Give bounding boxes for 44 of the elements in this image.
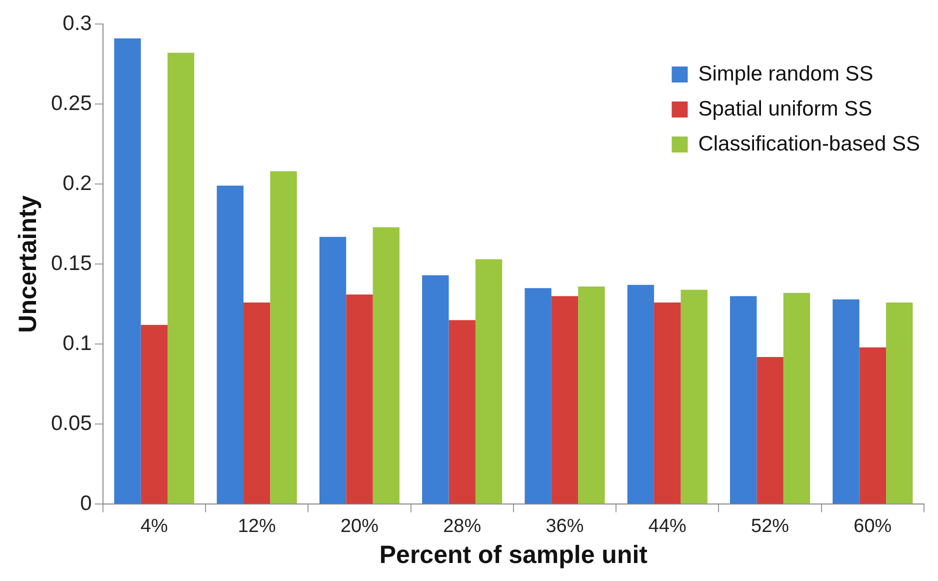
bar xyxy=(216,186,244,504)
bar xyxy=(783,292,810,504)
bar xyxy=(654,302,681,504)
x-tick-label: 36% xyxy=(546,516,584,537)
y-tick-label: 0.25 xyxy=(50,92,92,115)
bar xyxy=(168,52,194,504)
bar xyxy=(475,259,502,504)
y-tick-label: 0.05 xyxy=(50,412,92,435)
bar xyxy=(448,320,476,504)
bar xyxy=(886,302,913,504)
bar xyxy=(524,288,552,504)
bar xyxy=(627,284,654,504)
x-tick-label: 4% xyxy=(140,516,168,537)
x-tick-label: 12% xyxy=(238,516,276,537)
y-tick-label: 0.2 xyxy=(62,172,92,195)
bar xyxy=(140,324,168,504)
legend-label: Simple random SS xyxy=(698,62,874,86)
x-tick-label: 60% xyxy=(854,516,892,537)
bar xyxy=(114,38,141,504)
bar xyxy=(243,302,270,504)
y-tick-label: 0 xyxy=(80,492,92,515)
bar xyxy=(730,296,757,504)
legend-label: Spatial uniform SS xyxy=(698,97,872,120)
bar xyxy=(319,236,346,504)
bar xyxy=(680,290,708,504)
x-tick-label: 44% xyxy=(648,516,687,537)
bar xyxy=(859,347,886,504)
x-tick-label: 52% xyxy=(751,516,790,537)
y-tick-label: 0.15 xyxy=(50,252,92,275)
bar xyxy=(578,286,605,504)
x-axis-title: Percent of sample unit xyxy=(379,540,648,569)
bar xyxy=(346,294,373,504)
x-tick-label: 28% xyxy=(443,516,482,537)
y-tick-label: 0.1 xyxy=(62,332,92,355)
x-tick-label: 20% xyxy=(340,516,379,537)
y-tick-label: 0.3 xyxy=(62,12,92,35)
bar xyxy=(756,356,784,504)
bar xyxy=(422,275,449,504)
bar xyxy=(270,171,297,504)
bar xyxy=(832,299,860,504)
bar xyxy=(551,296,578,504)
legend-label: Classification-based SS xyxy=(698,132,920,156)
y-axis-title: Uncertainty xyxy=(14,195,42,333)
bar xyxy=(372,227,400,504)
